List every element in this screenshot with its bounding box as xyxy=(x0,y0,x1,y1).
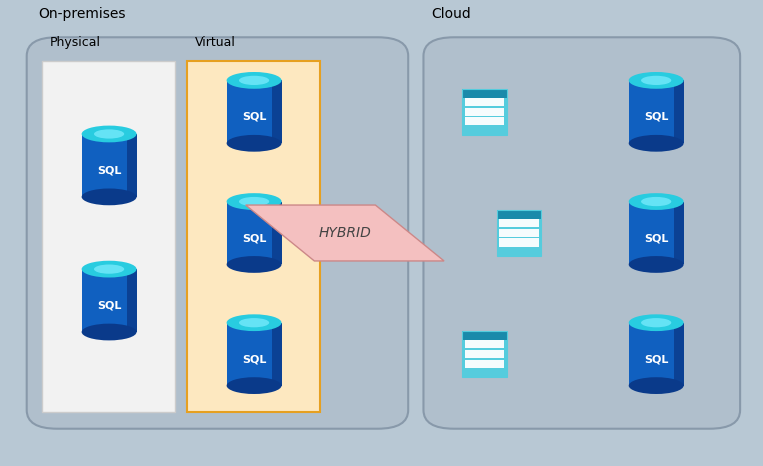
Bar xyxy=(497,210,541,256)
Bar xyxy=(674,80,684,144)
Bar xyxy=(227,201,282,265)
Bar xyxy=(499,229,539,237)
Ellipse shape xyxy=(239,197,269,206)
Bar xyxy=(629,201,684,265)
Ellipse shape xyxy=(227,72,282,89)
Ellipse shape xyxy=(629,72,684,89)
Bar xyxy=(465,98,504,106)
Ellipse shape xyxy=(641,197,671,206)
Text: SQL: SQL xyxy=(242,233,266,243)
Bar xyxy=(227,80,282,144)
Bar xyxy=(272,201,282,265)
Ellipse shape xyxy=(641,318,671,327)
Text: SQL: SQL xyxy=(644,112,668,122)
Text: Physical: Physical xyxy=(50,36,101,49)
Bar xyxy=(82,269,137,332)
Ellipse shape xyxy=(629,193,684,210)
Bar xyxy=(462,331,507,377)
Bar xyxy=(497,210,541,256)
Bar xyxy=(674,322,684,386)
Text: Virtual: Virtual xyxy=(195,36,236,49)
Bar xyxy=(499,239,539,247)
Ellipse shape xyxy=(82,323,137,340)
Ellipse shape xyxy=(227,315,282,331)
Ellipse shape xyxy=(239,76,269,85)
Bar xyxy=(465,117,504,125)
Ellipse shape xyxy=(629,135,684,152)
Text: SQL: SQL xyxy=(97,165,121,176)
Ellipse shape xyxy=(239,318,269,327)
Text: On-premises: On-premises xyxy=(38,7,126,21)
FancyBboxPatch shape xyxy=(423,37,740,429)
Text: SQL: SQL xyxy=(242,112,266,122)
Bar xyxy=(465,350,504,358)
Ellipse shape xyxy=(629,315,684,331)
Bar xyxy=(462,89,507,135)
Ellipse shape xyxy=(227,135,282,152)
Bar xyxy=(187,61,320,412)
Bar xyxy=(227,322,282,386)
FancyBboxPatch shape xyxy=(27,37,408,429)
Bar xyxy=(499,219,539,227)
Bar xyxy=(465,360,504,368)
Bar xyxy=(462,89,507,135)
Bar xyxy=(82,134,137,197)
Ellipse shape xyxy=(82,189,137,205)
Polygon shape xyxy=(246,205,444,261)
Ellipse shape xyxy=(82,260,137,278)
Bar xyxy=(42,61,175,412)
Bar xyxy=(127,269,137,332)
Ellipse shape xyxy=(629,256,684,273)
Text: Cloud: Cloud xyxy=(431,7,471,21)
Bar xyxy=(127,134,137,197)
Text: SQL: SQL xyxy=(644,354,668,364)
Bar xyxy=(629,322,684,386)
Bar xyxy=(462,89,507,98)
Ellipse shape xyxy=(94,265,124,274)
Ellipse shape xyxy=(227,193,282,210)
Ellipse shape xyxy=(227,377,282,394)
Ellipse shape xyxy=(629,377,684,394)
Bar xyxy=(674,201,684,265)
Ellipse shape xyxy=(227,256,282,273)
Bar xyxy=(462,331,507,340)
Ellipse shape xyxy=(82,125,137,142)
Ellipse shape xyxy=(94,130,124,138)
Text: SQL: SQL xyxy=(97,301,121,311)
Text: SQL: SQL xyxy=(242,354,266,364)
Ellipse shape xyxy=(641,76,671,85)
Text: HYBRID: HYBRID xyxy=(318,226,372,240)
Bar xyxy=(629,80,684,144)
Bar xyxy=(497,210,541,219)
Bar xyxy=(272,80,282,144)
Bar xyxy=(465,108,504,116)
Bar xyxy=(462,331,507,377)
Bar xyxy=(465,340,504,349)
Text: SQL: SQL xyxy=(644,233,668,243)
Bar xyxy=(272,322,282,386)
